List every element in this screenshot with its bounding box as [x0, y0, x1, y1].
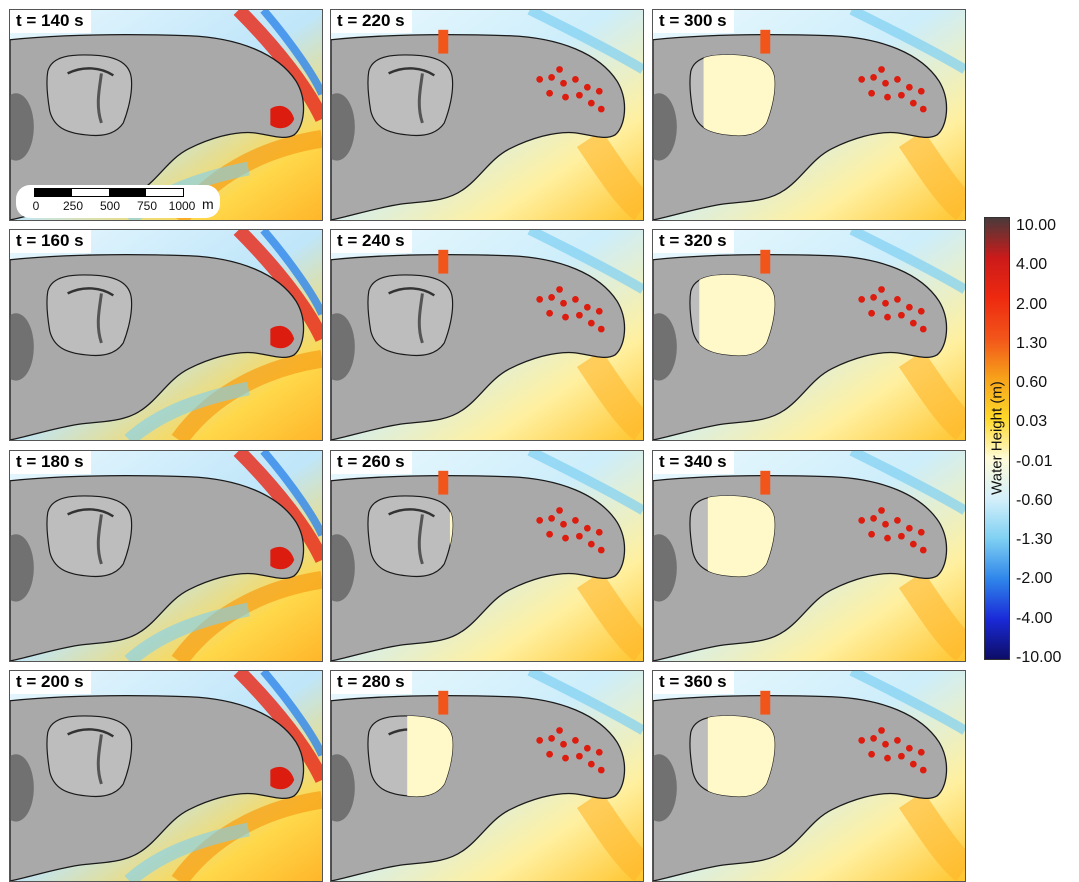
colorbar-tick-label: -0.60: [1016, 491, 1053, 509]
time-label: t = 240 s: [331, 230, 412, 253]
colorbar-tick-label: 10.00: [1016, 217, 1057, 234]
colorbar-tick-label: 0.03: [1016, 413, 1048, 431]
scale-bar: 0 250 500 750 1000 m: [16, 185, 220, 218]
time-label: t = 300 s: [653, 10, 734, 33]
scale-bar-segments: [34, 188, 184, 197]
scale-tick-label: 1000: [168, 199, 196, 213]
scale-tick-label: 250: [62, 199, 84, 213]
map-panel: t = 360 s: [652, 670, 966, 882]
scale-tick-label: 500: [99, 199, 121, 213]
colorbar-tick-label: 0.60: [1016, 374, 1048, 392]
colorbar-tick-label: -2.00: [1016, 570, 1053, 588]
colorbar-tick-label: -4.00: [1016, 609, 1053, 627]
time-label: t = 260 s: [331, 451, 412, 474]
time-label: t = 220 s: [331, 10, 412, 33]
time-label: t = 320 s: [653, 230, 734, 253]
map-panel: t = 140 s 0 250 500 750 1000 m: [9, 9, 323, 221]
map-panel: t = 340 s: [652, 450, 966, 662]
map-panel: t = 240 s: [330, 229, 644, 441]
colorbar-tick-label: 1.30: [1016, 334, 1048, 352]
time-label: t = 280 s: [331, 671, 412, 694]
map-panel: t = 320 s: [652, 229, 966, 441]
map-panel: t = 180 s: [9, 450, 323, 662]
colorbar: [984, 217, 1010, 660]
map-panel: t = 300 s: [652, 9, 966, 221]
time-label: t = 160 s: [10, 230, 91, 253]
colorbar-tick-label: -10.00: [1016, 649, 1062, 666]
colorbar-tick-label: 4.00: [1016, 256, 1048, 274]
time-label: t = 360 s: [653, 671, 734, 694]
time-label: t = 340 s: [653, 451, 734, 474]
map-panel: t = 200 s: [9, 670, 323, 882]
colorbar-tick-label: -1.30: [1016, 531, 1053, 549]
scale-unit: m: [202, 196, 214, 212]
map-panel: t = 280 s: [330, 670, 644, 882]
colorbar-tick-label: 2.00: [1016, 295, 1048, 313]
map-panel: t = 260 s: [330, 450, 644, 662]
colorbar-title: Water Height (m): [988, 381, 1006, 495]
colorbar-tick-label: -0.01: [1016, 452, 1053, 470]
time-label: t = 180 s: [10, 451, 91, 474]
scale-tick-label: 0: [32, 199, 40, 213]
time-label: t = 200 s: [10, 671, 91, 694]
map-panel: t = 220 s: [330, 9, 644, 221]
time-label: t = 140 s: [10, 10, 91, 33]
scale-tick-label: 750: [136, 199, 158, 213]
map-panel: t = 160 s: [9, 229, 323, 441]
